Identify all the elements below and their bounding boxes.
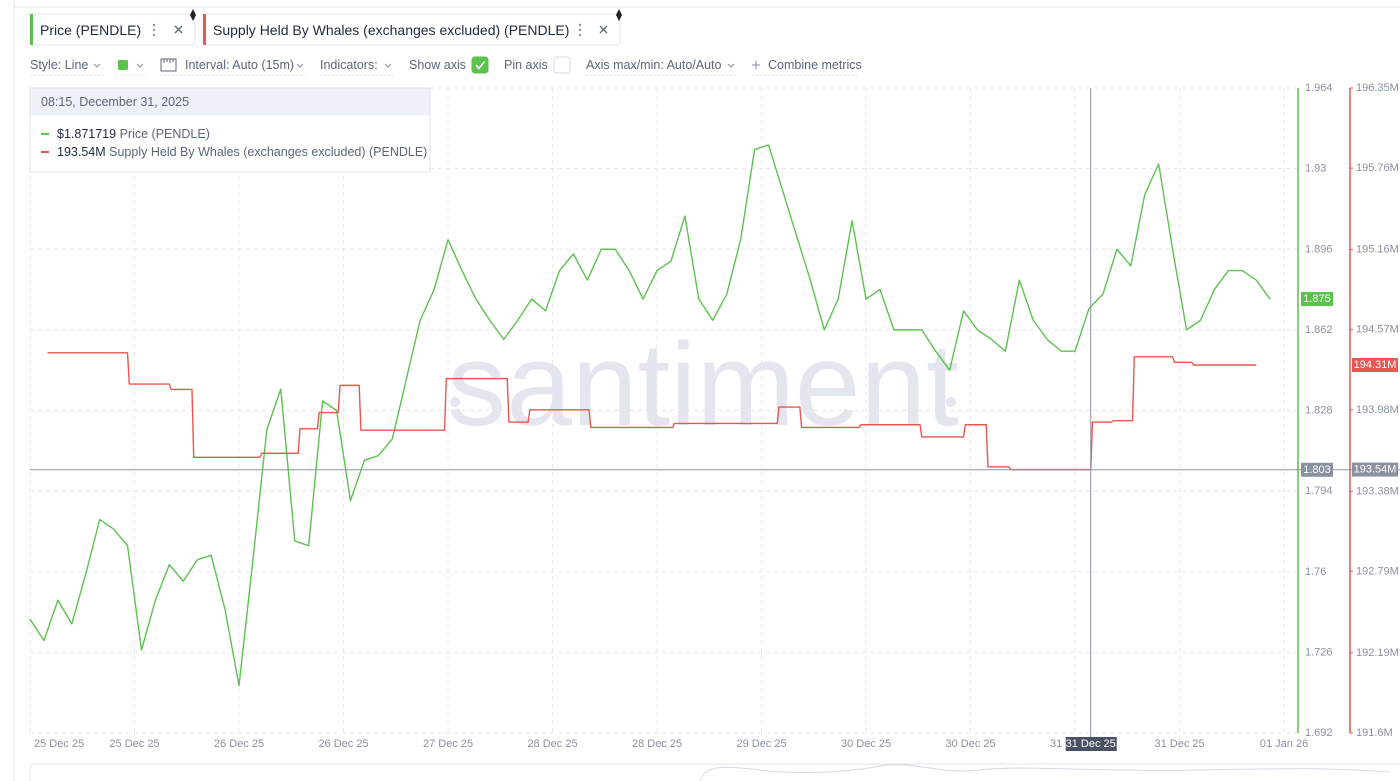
last-value-badge [1301,292,1333,307]
x-tick-label: 26 Dec 25 [318,738,368,750]
x-tick-label: 28 Dec 25 [632,738,682,750]
x-tick-label: 25 Dec 25 [109,738,159,750]
metric-tab[interactable]: Supply Held By Whales (exchanges exclude… [202,9,622,46]
crosshair-y-label: 1.803 [1303,464,1331,476]
x-tick-label: 25 Dec 25 [34,738,84,750]
pin-axis-checkbox[interactable] [553,56,571,74]
y-tick-label: 1.692 [1305,727,1333,739]
plus-icon [752,61,760,69]
tooltip-value: 193.54M [57,145,106,159]
x-tick-label: 30 Dec 25 [841,738,891,750]
color-select[interactable] [118,60,128,70]
series-line [47,352,1257,471]
drag-icon[interactable] [616,9,622,21]
y-tick-label: 1.828 [1305,405,1333,417]
y-tick-label: 1.76 [1305,566,1326,578]
y-tick-label: 1.93 [1305,163,1326,175]
tooltip-name: Price (PENDLE) [120,127,210,141]
y2-tick-label: 193.98M [1356,404,1399,416]
tooltip-title: 08:15, December 31, 2025 [41,95,189,109]
pin-axis-label[interactable]: Pin axis [504,58,548,72]
tooltip-row: 193.54M Supply Held By Whales (exchanges… [57,145,427,159]
tooltip-name: Supply Held By Whales (exchanges exclude… [109,145,427,159]
x-tick-label: 26 Dec 25 [214,738,264,750]
series-line [29,144,1271,687]
y2-tick-label: 191.6M [1356,727,1393,739]
tooltip-header [30,88,430,116]
y2-tick-label: 194.57M [1356,324,1399,336]
indicators-select[interactable]: Indicators: [320,58,378,72]
y2-tick-label: 193.38M [1356,485,1399,497]
x-tick-label: 27 Dec 25 [423,738,473,750]
x-tick-label: 31 Dec 25 [1154,738,1204,750]
y2-tick-label: 192.19M [1356,647,1399,659]
close-icon[interactable] [599,25,608,34]
style-select[interactable]: Style: Line [30,58,88,72]
menu-icon[interactable] [152,23,156,37]
show-axis-checkbox[interactable] [471,56,489,74]
y-tick-label: 1.862 [1305,324,1333,336]
tooltip-row: $1.871719 Price (PENDLE) [57,127,210,141]
menu-icon[interactable] [578,23,582,37]
y-tick-label: 1.794 [1305,485,1333,497]
last-value-label: 194.31M [1354,359,1397,371]
close-icon[interactable] [174,25,183,34]
tab-label: Supply Held By Whales (exchanges exclude… [213,22,569,38]
metric-tab[interactable]: Price (PENDLE) [29,9,196,46]
x-tick-label: 29 Dec 25 [736,738,786,750]
crosshair-x-badge [1065,737,1117,751]
axis-minmax-select[interactable]: Axis max/min: Auto/Auto [586,58,722,72]
tab-color [30,14,33,45]
crosshair-x-label: 31 Dec 25 [1066,738,1116,750]
last-value-label: 1.875 [1303,293,1331,305]
x-tick-label: 30 Dec 25 [945,738,995,750]
watermark: santiment [447,319,959,451]
y-tick-label: 1.726 [1305,646,1333,658]
crosshair-y-badge [1301,462,1333,477]
crosshair-y2-badge [1352,462,1398,477]
tooltip-value: $1.871719 [57,127,116,141]
chevrons [93,63,735,68]
interval-select[interactable]: Interval: Auto (15m) [185,58,294,72]
combine-metrics-button[interactable]: Combine metrics [768,58,862,72]
tab-label: Price (PENDLE) [40,22,141,38]
y2-tick-label: 195.76M [1356,162,1399,174]
crosshair-y2-label: 193.54M [1354,464,1397,476]
watermark-dot [946,397,956,407]
watermark-dot [450,397,460,407]
tab-color [203,14,206,45]
y2-tick-label: 195.16M [1356,244,1399,256]
drag-icon[interactable] [190,9,196,21]
x-tick-label: 28 Dec 25 [527,738,577,750]
interval-icon [160,58,177,72]
y-tick-label: 1.896 [1305,243,1333,255]
show-axis-label[interactable]: Show axis [409,58,466,72]
x-tick-label: 01 Jan 26 [1260,738,1308,750]
navigator[interactable] [29,763,1400,781]
check-mark [475,61,486,70]
last-value-badge [1352,358,1398,373]
y-tick-label: 1.964 [1305,82,1333,94]
y2-tick-label: 192.79M [1356,565,1399,577]
tooltip: 08:15, December 31, 2025 $1.871719 Price… [29,87,431,173]
navigator-preview [699,764,1391,781]
y2-tick-label: 196.35M [1356,82,1399,94]
plot-area: 1.692 1.726 1.76 1.794 1.828 1.862 1.896 1.93 1.… [29,82,1400,751]
